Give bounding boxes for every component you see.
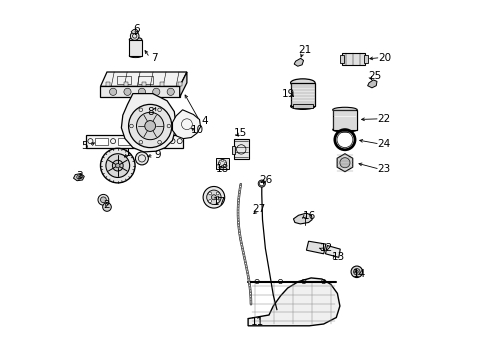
Text: 13: 13: [331, 252, 345, 262]
Bar: [233, 139, 248, 159]
Circle shape: [109, 88, 117, 95]
Bar: [95, 138, 107, 145]
Bar: [129, 40, 142, 56]
Circle shape: [136, 112, 163, 140]
Circle shape: [152, 88, 160, 95]
Text: 12: 12: [319, 243, 332, 253]
Polygon shape: [367, 80, 376, 88]
Text: 19: 19: [281, 89, 294, 99]
Circle shape: [216, 192, 219, 195]
Circle shape: [112, 160, 123, 171]
Ellipse shape: [129, 37, 142, 42]
Polygon shape: [106, 82, 110, 86]
Polygon shape: [293, 213, 311, 224]
Polygon shape: [101, 86, 179, 97]
Circle shape: [208, 192, 211, 195]
Bar: [332, 110, 356, 130]
Polygon shape: [172, 110, 200, 139]
Text: 1: 1: [125, 148, 132, 158]
Text: 5: 5: [81, 141, 87, 151]
Ellipse shape: [290, 79, 314, 87]
Circle shape: [77, 175, 81, 179]
Polygon shape: [73, 174, 84, 181]
Ellipse shape: [290, 103, 314, 109]
Polygon shape: [178, 82, 182, 86]
Polygon shape: [306, 241, 325, 254]
Bar: [341, 53, 365, 65]
Circle shape: [101, 148, 135, 183]
Bar: [339, 55, 343, 63]
Circle shape: [167, 88, 174, 95]
Bar: [215, 158, 229, 169]
Circle shape: [216, 200, 219, 203]
Polygon shape: [336, 154, 352, 172]
Text: 3: 3: [76, 171, 83, 181]
Circle shape: [128, 104, 171, 148]
Text: 22: 22: [377, 114, 390, 124]
Circle shape: [206, 190, 221, 204]
Bar: [363, 55, 367, 63]
Circle shape: [353, 269, 359, 275]
Circle shape: [101, 197, 106, 203]
Circle shape: [115, 163, 120, 168]
Bar: [292, 104, 312, 108]
Text: 16: 16: [302, 211, 315, 221]
Polygon shape: [121, 94, 176, 152]
Text: 26: 26: [259, 175, 272, 185]
Text: 9: 9: [154, 150, 161, 160]
Text: 21: 21: [298, 45, 311, 55]
Circle shape: [208, 200, 211, 203]
Circle shape: [123, 88, 131, 95]
Text: 18: 18: [215, 164, 228, 174]
Circle shape: [135, 152, 148, 165]
Ellipse shape: [332, 107, 356, 112]
Text: 7: 7: [151, 53, 158, 63]
Polygon shape: [142, 82, 146, 86]
Circle shape: [98, 194, 108, 205]
Polygon shape: [86, 135, 183, 148]
Circle shape: [144, 121, 155, 131]
Polygon shape: [325, 246, 340, 257]
Text: 24: 24: [377, 139, 390, 149]
Bar: [138, 76, 152, 84]
Text: 8: 8: [147, 107, 154, 117]
Text: 6: 6: [133, 24, 140, 34]
Circle shape: [350, 266, 362, 278]
Bar: [147, 138, 167, 145]
Circle shape: [106, 154, 129, 177]
Text: 25: 25: [367, 71, 381, 81]
Text: 2: 2: [103, 200, 110, 210]
Polygon shape: [160, 82, 164, 86]
Circle shape: [203, 186, 224, 208]
Text: 4: 4: [201, 116, 208, 126]
Text: 11: 11: [250, 317, 263, 327]
Bar: [231, 146, 235, 154]
Bar: [118, 138, 136, 145]
Polygon shape: [101, 72, 186, 86]
Circle shape: [102, 203, 111, 211]
Ellipse shape: [332, 127, 356, 132]
Text: 27: 27: [252, 204, 265, 214]
Bar: [290, 83, 314, 106]
Circle shape: [138, 88, 145, 95]
Circle shape: [259, 181, 264, 186]
Ellipse shape: [129, 54, 142, 58]
Bar: [117, 76, 131, 84]
Text: 10: 10: [191, 125, 204, 135]
Circle shape: [130, 32, 139, 40]
Text: 20: 20: [378, 53, 391, 63]
Circle shape: [211, 195, 216, 200]
Circle shape: [258, 180, 265, 187]
Text: 23: 23: [377, 164, 390, 174]
Text: 17: 17: [212, 197, 225, 207]
Polygon shape: [294, 58, 303, 66]
Polygon shape: [247, 278, 339, 326]
Polygon shape: [123, 82, 128, 86]
Text: 14: 14: [352, 269, 366, 279]
Polygon shape: [131, 30, 139, 33]
Polygon shape: [179, 72, 186, 97]
Circle shape: [339, 158, 349, 168]
Circle shape: [355, 270, 358, 273]
Text: 15: 15: [234, 128, 247, 138]
